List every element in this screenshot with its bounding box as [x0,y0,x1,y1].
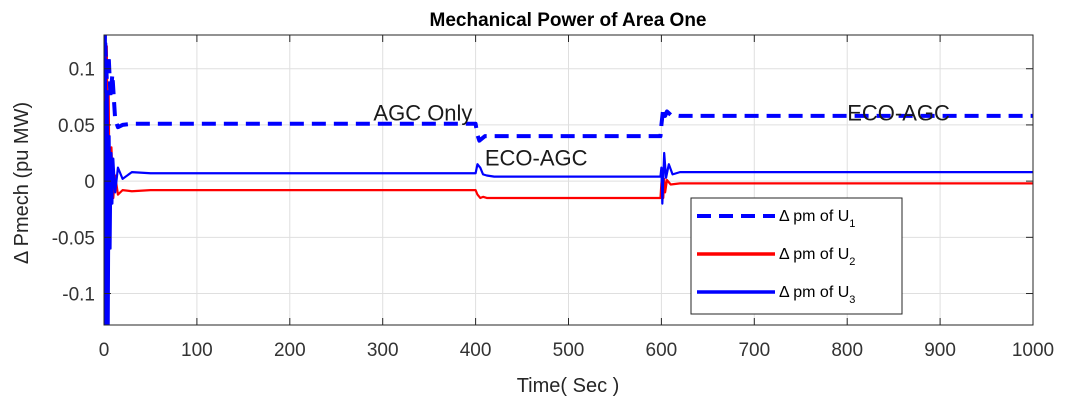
legend-entry-u2: Δ pm of U2 [779,246,855,268]
annotations: AGC Only ECO-AGC ECO-AGC [373,100,950,170]
x-tick-label: 600 [646,340,678,361]
y-tick-label: 0.05 [58,116,95,137]
legend-entry-subscript: 3 [849,294,855,306]
series-line-u1 [104,35,1033,182]
x-tick-label: 700 [738,340,770,361]
x-tick-label: 200 [274,340,306,361]
legend-entry-label: Δ pm of U [779,246,849,263]
series-lines [104,35,1033,325]
annotation-label: AGC Only [373,100,472,125]
x-tick-label: 800 [831,340,863,361]
x-tick-label: 900 [924,340,956,361]
legend-entry-subscript: 1 [849,218,855,230]
y-tick-label: 0 [84,172,95,193]
legend-entry-label: Δ pm of U [779,284,849,301]
legend-entry-subscript: 2 [849,256,855,268]
y-tick-label: -0.05 [52,228,95,249]
x-tick-label: 0 [99,340,110,361]
legend: Δ pm of U1Δ pm of U2Δ pm of U3 [690,197,903,315]
series-line-u3 [104,67,1033,325]
y-tick-label: -0.1 [62,285,95,306]
axis-ticks: 0 100 200 300 400 500 600 700 800 900 1000 -0.1 -0.0… [52,35,1054,361]
x-tick-label: 400 [460,340,492,361]
chart-title: Mechanical Power of Area One [430,10,707,31]
x-axis-title: Time( Sec ) [517,375,620,397]
y-tick-label: 0.1 [69,60,95,81]
x-tick-label: 500 [553,340,585,361]
y-axis-title: Δ Pmech (pu MW) [11,102,33,264]
legend-entry-u1: Δ pm of U1 [779,208,855,230]
x-tick-label: 1000 [1012,340,1054,361]
x-tick-label: 300 [367,340,399,361]
legend-entry-label: Δ pm of U [779,208,849,225]
annotation-label: ECO-AGC [485,145,588,170]
annotation-label: ECO-AGC [847,100,950,125]
x-tick-label: 100 [181,340,213,361]
legend-entry-u3: Δ pm of U3 [779,284,855,306]
